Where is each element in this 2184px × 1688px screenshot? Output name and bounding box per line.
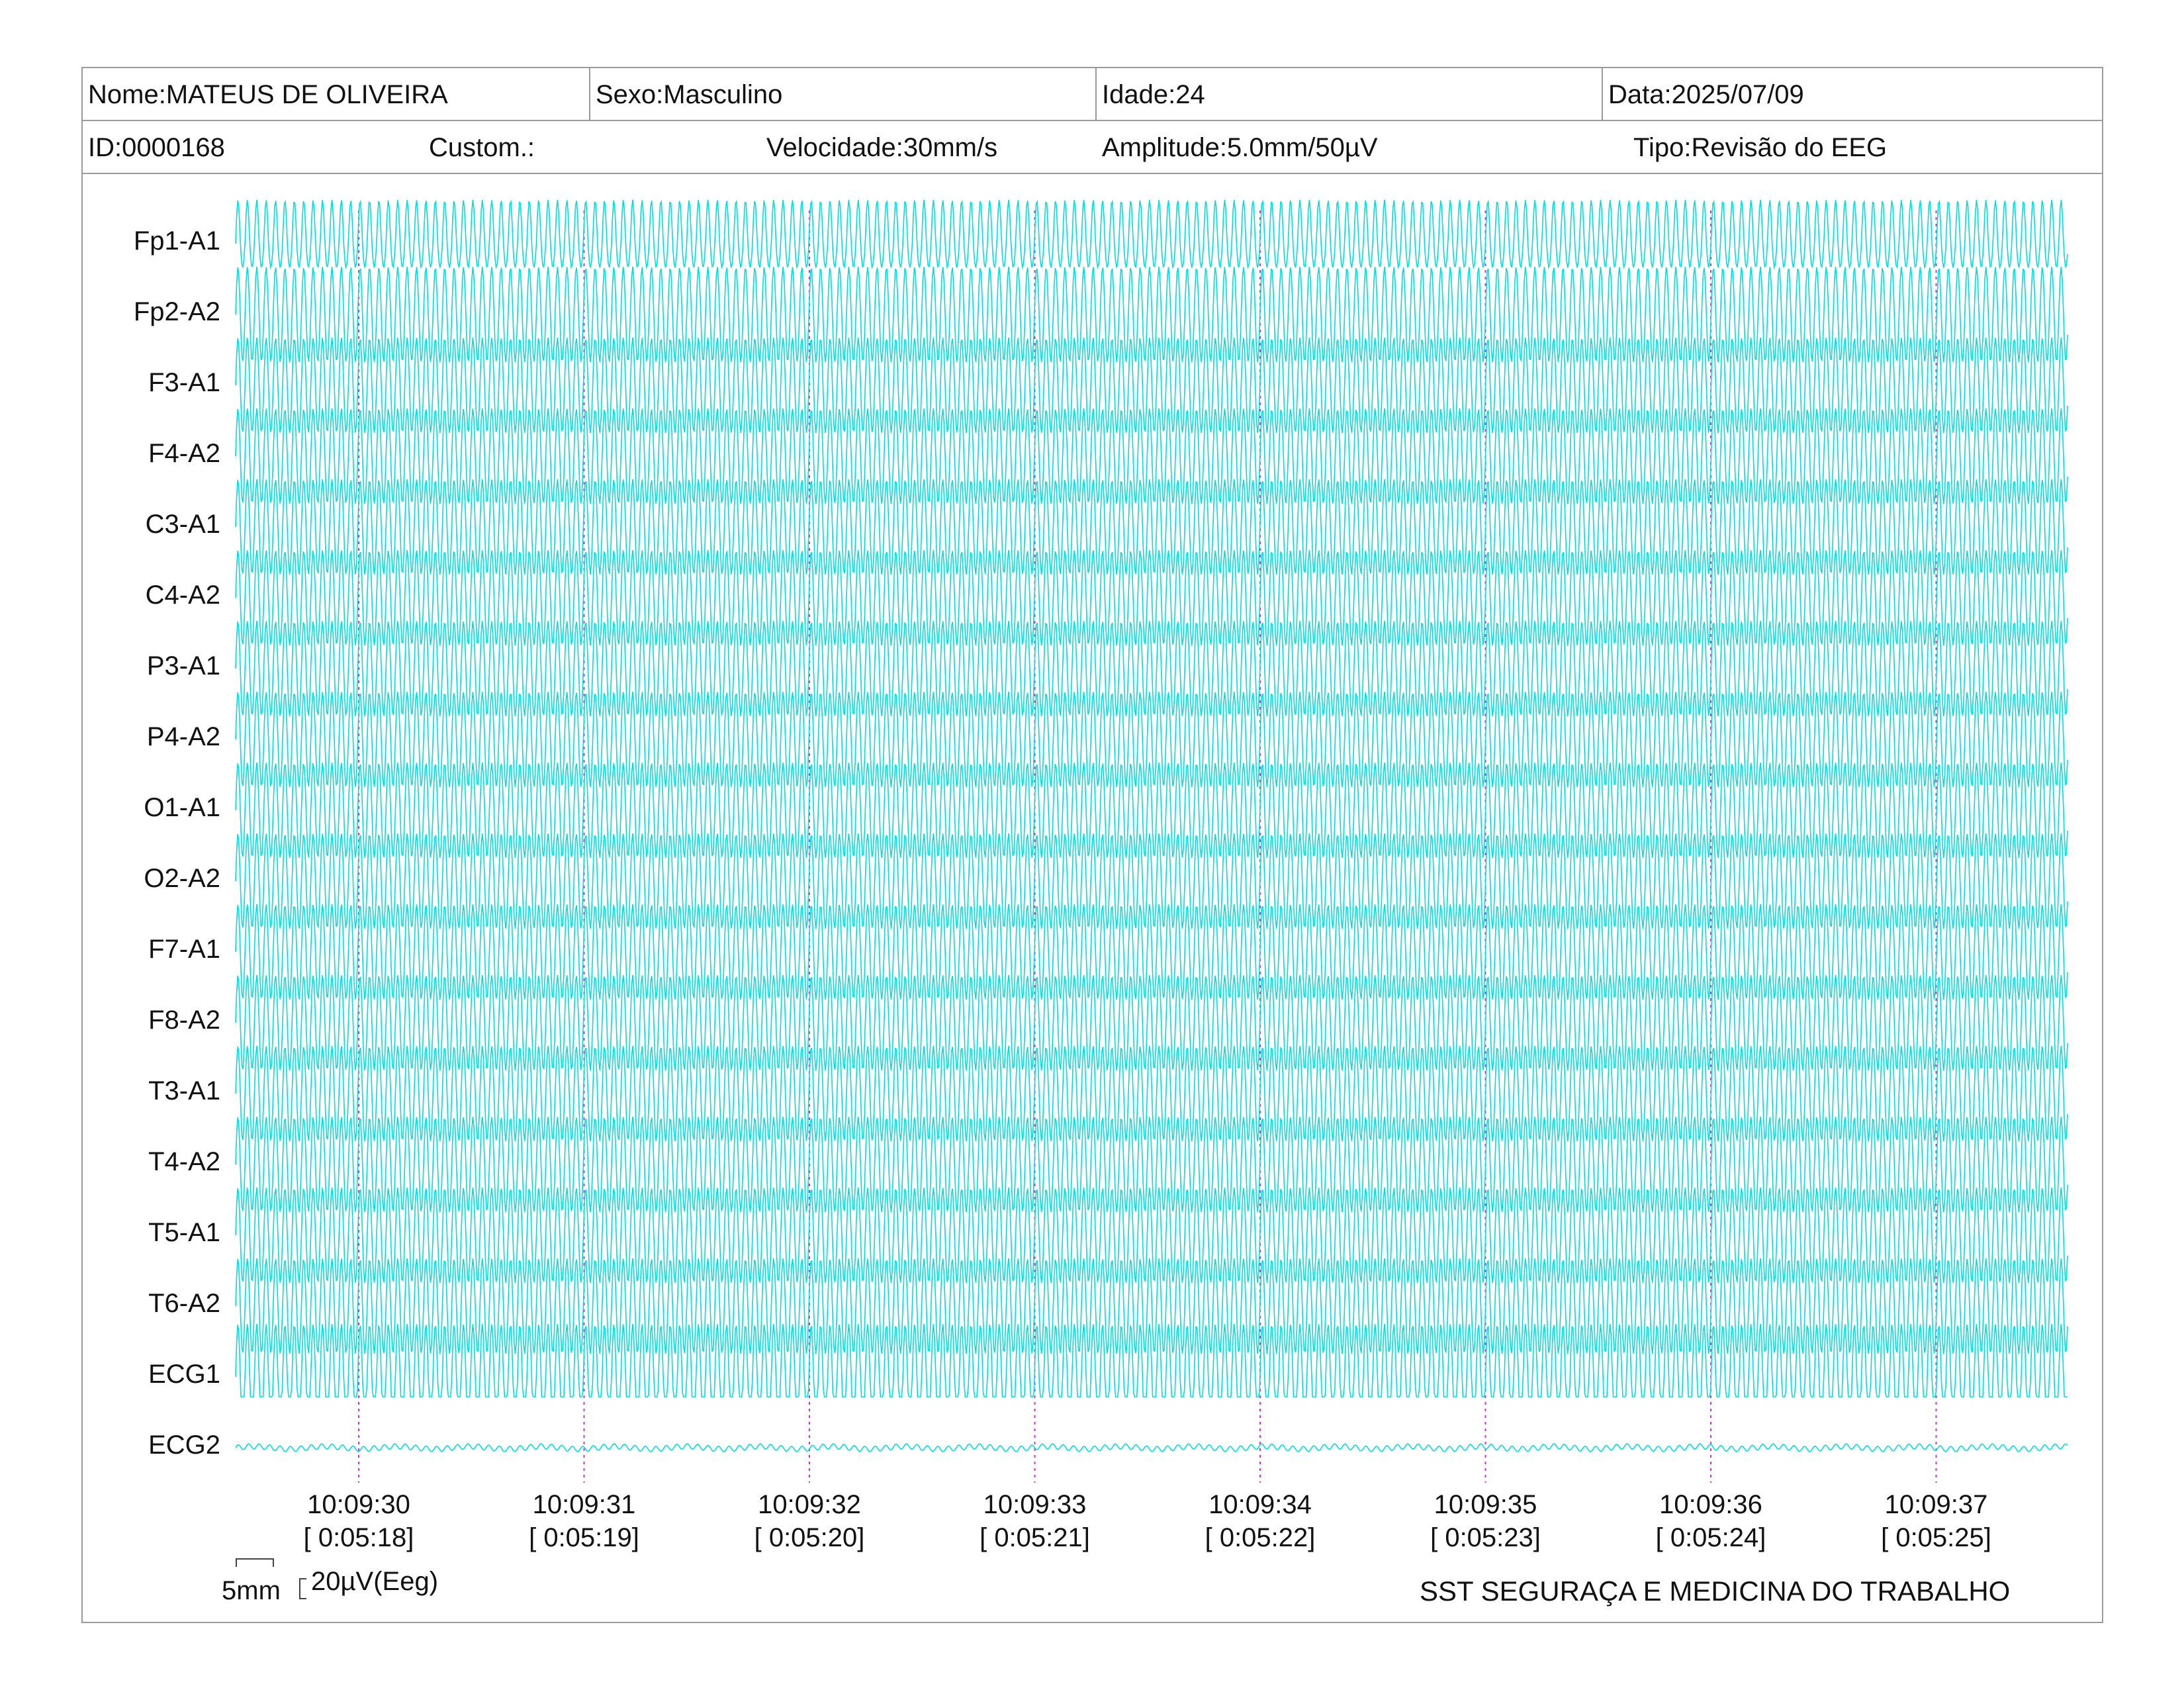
time-mark: 10:09:36 [ 0:05:24] xyxy=(1625,1488,1797,1554)
channel-label: T4-A2 xyxy=(148,1147,220,1176)
trace-o2-a2 xyxy=(235,833,2068,929)
channel-label: F8-A2 xyxy=(148,1006,220,1035)
channel-label: F7-A1 xyxy=(148,935,220,964)
time-mark-elapsed: [ 0:05:22] xyxy=(1205,1523,1316,1552)
speed-setting: Velocidade:30mm/s xyxy=(766,133,998,162)
custom-field: Custom.: xyxy=(429,133,535,162)
time-mark-clock: 10:09:36 xyxy=(1659,1490,1762,1519)
trace-c4-a2 xyxy=(235,549,2068,646)
clinic-footer: SST SEGURAÇA E MEDICINA DO TRABALHO xyxy=(1420,1575,2011,1607)
channel-label: P3-A1 xyxy=(146,651,220,680)
trace-o1-a1 xyxy=(235,762,2068,859)
time-mark-elapsed: [ 0:05:18] xyxy=(303,1523,414,1552)
time-mark-elapsed: [ 0:05:24] xyxy=(1655,1523,1766,1552)
header-row-2: ID:0000168 Custom.: Velocidade:30mm/s Am… xyxy=(83,121,2102,174)
trace-f7-a1 xyxy=(235,904,2068,1000)
time-mark-elapsed: [ 0:05:23] xyxy=(1430,1523,1541,1552)
channel-label: O1-A1 xyxy=(144,793,220,822)
exam-date: Data:2025/07/09 xyxy=(1602,68,2105,120)
scale-time-label: 5mm xyxy=(222,1576,281,1605)
report-frame: Nome:MATEUS DE OLIVEIRA Sexo:Masculino I… xyxy=(81,67,2103,1623)
channel-label: F3-A1 xyxy=(148,368,220,397)
trace-t3-a1 xyxy=(235,1045,2068,1142)
exam-type: Tipo:Revisão do EEG xyxy=(1633,133,1888,162)
time-mark-clock: 10:09:34 xyxy=(1208,1490,1312,1519)
time-mark: 10:09:30 [ 0:05:18] xyxy=(273,1488,445,1554)
amplitude-setting: Amplitude:5.0mm/50µV xyxy=(1102,133,1378,162)
trace-c3-a1 xyxy=(235,479,2068,575)
patient-sex: Sexo:Masculino xyxy=(589,68,1095,120)
channel-label: T6-A2 xyxy=(148,1289,220,1318)
trace-p3-a1 xyxy=(235,620,2068,717)
trace-fp1-a1 xyxy=(235,199,2068,269)
trace-p4-a2 xyxy=(235,691,2068,788)
channel-label: C3-A1 xyxy=(145,510,220,539)
time-mark-elapsed: [ 0:05:25] xyxy=(1881,1523,1991,1552)
channel-label: Fp1-A1 xyxy=(133,226,220,256)
trace-t6-a2 xyxy=(235,1258,2068,1354)
trace-ecg1 xyxy=(235,1323,2068,1397)
channel-label: C4-A2 xyxy=(145,581,220,610)
channel-label: T3-A1 xyxy=(148,1076,220,1105)
trace-ecg2 xyxy=(235,1443,2068,1452)
time-mark-clock: 10:09:32 xyxy=(758,1490,861,1519)
channel-label: ECG2 xyxy=(148,1430,220,1460)
trace-fp2-a2 xyxy=(235,266,2068,363)
patient-age: Idade:24 xyxy=(1095,68,1602,120)
time-mark: 10:09:31 [ 0:05:19] xyxy=(498,1488,670,1554)
time-mark-clock: 10:09:31 xyxy=(532,1490,636,1519)
time-mark: 10:09:32 [ 0:05:20] xyxy=(723,1488,895,1554)
time-mark: 10:09:37 [ 0:05:25] xyxy=(1850,1488,2023,1554)
channel-label: Fp2-A2 xyxy=(133,297,220,326)
trace-f3-a1 xyxy=(235,337,2068,434)
patient-name: Nome:MATEUS DE OLIVEIRA xyxy=(88,80,448,109)
patient-id: ID:0000168 xyxy=(88,133,225,162)
time-mark-elapsed: [ 0:05:20] xyxy=(754,1523,865,1552)
time-mark-elapsed: [ 0:05:19] xyxy=(529,1523,639,1552)
time-mark-clock: 10:09:33 xyxy=(983,1490,1087,1519)
time-mark-elapsed: [ 0:05:21] xyxy=(979,1523,1090,1552)
channel-label: P4-A2 xyxy=(146,722,220,751)
trace-f4-a2 xyxy=(235,408,2068,504)
time-mark: 10:09:33 [ 0:05:21] xyxy=(949,1488,1121,1554)
trace-t4-a2 xyxy=(235,1116,2068,1213)
channel-label: ECG1 xyxy=(148,1360,220,1389)
time-mark-clock: 10:09:37 xyxy=(1884,1490,1988,1519)
scale-bracket-icon xyxy=(236,1558,306,1599)
trace-t5-a1 xyxy=(235,1187,2068,1284)
channel-label: O2-A2 xyxy=(144,864,220,893)
channel-label: F4-A2 xyxy=(148,439,220,468)
time-mark: 10:09:35 [ 0:05:23] xyxy=(1400,1488,1572,1554)
header-row-1: Nome:MATEUS DE OLIVEIRA Sexo:Masculino I… xyxy=(83,68,2102,121)
time-mark-clock: 10:09:30 xyxy=(307,1490,410,1519)
channel-label: T5-A1 xyxy=(148,1218,220,1247)
time-mark-clock: 10:09:35 xyxy=(1433,1490,1537,1519)
trace-f8-a2 xyxy=(235,974,2068,1071)
scale-amplitude-label: 20µV(Eeg) xyxy=(311,1567,439,1596)
time-mark: 10:09:34 [ 0:05:22] xyxy=(1174,1488,1346,1554)
